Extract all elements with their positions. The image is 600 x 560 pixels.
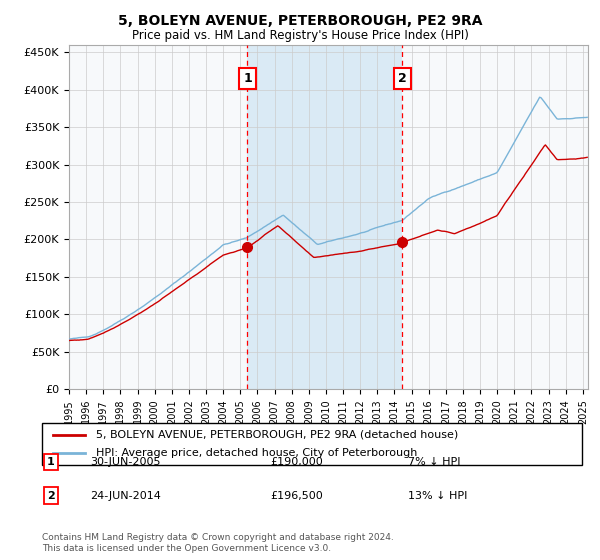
Text: Contains HM Land Registry data © Crown copyright and database right 2024.
This d: Contains HM Land Registry data © Crown c… <box>42 533 394 553</box>
Text: 2: 2 <box>398 72 407 85</box>
Text: 5, BOLEYN AVENUE, PETERBOROUGH, PE2 9RA (detached house): 5, BOLEYN AVENUE, PETERBOROUGH, PE2 9RA … <box>96 430 458 440</box>
Text: 1: 1 <box>243 72 252 85</box>
Text: 30-JUN-2005: 30-JUN-2005 <box>90 457 161 467</box>
Text: Price paid vs. HM Land Registry's House Price Index (HPI): Price paid vs. HM Land Registry's House … <box>131 29 469 42</box>
Text: £190,000: £190,000 <box>270 457 323 467</box>
Text: 2: 2 <box>47 491 55 501</box>
Text: 1: 1 <box>47 457 55 467</box>
Bar <box>247 45 403 389</box>
Text: 24-JUN-2014: 24-JUN-2014 <box>90 491 161 501</box>
Text: 5, BOLEYN AVENUE, PETERBOROUGH, PE2 9RA: 5, BOLEYN AVENUE, PETERBOROUGH, PE2 9RA <box>118 14 482 28</box>
Text: 13% ↓ HPI: 13% ↓ HPI <box>408 491 467 501</box>
Text: £196,500: £196,500 <box>270 491 323 501</box>
Text: 7% ↓ HPI: 7% ↓ HPI <box>408 457 461 467</box>
Text: HPI: Average price, detached house, City of Peterborough: HPI: Average price, detached house, City… <box>96 448 418 458</box>
